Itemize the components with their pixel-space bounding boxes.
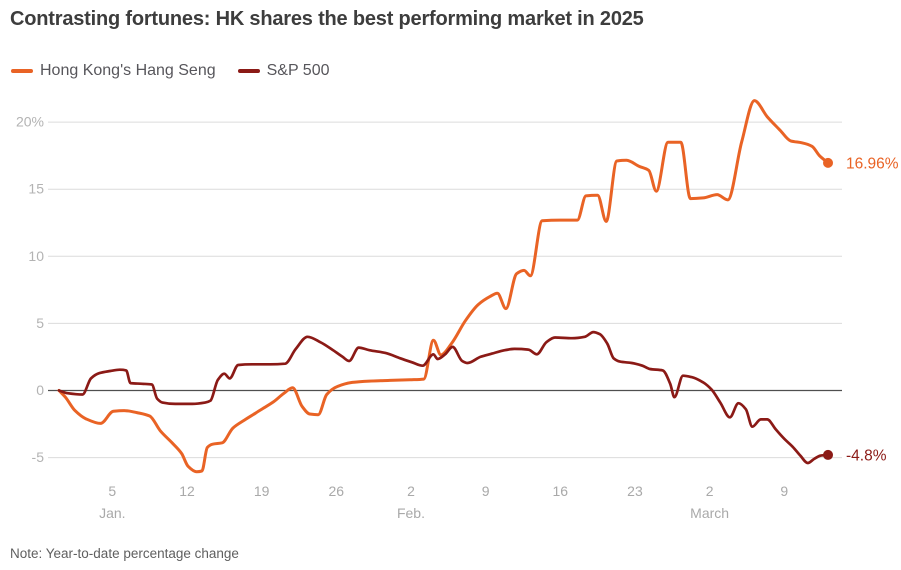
x-tick-label: 5 bbox=[108, 483, 116, 499]
x-tick-label: 16 bbox=[553, 483, 569, 499]
x-tick-label: 23 bbox=[627, 483, 643, 499]
hong-kong-s-hang-seng-line bbox=[57, 99, 830, 474]
y-tick-label: 20% bbox=[16, 114, 44, 130]
y-tick-label: 15 bbox=[28, 181, 44, 197]
x-month-label: Jan. bbox=[99, 505, 125, 521]
x-tick-label: 2 bbox=[706, 483, 714, 499]
s-p-500-end-dot bbox=[823, 449, 834, 460]
s-p-500-end-label: -4.8% bbox=[846, 447, 887, 464]
legend-item-sp500: S&P 500 bbox=[237, 62, 330, 80]
x-tick-label: 12 bbox=[179, 483, 195, 499]
x-month-label: March bbox=[690, 505, 729, 521]
hong-kong-s-hang-seng-end-label: 16.96% bbox=[846, 155, 899, 172]
hong-kong-s-hang-seng-end-dot bbox=[823, 157, 834, 168]
legend-item-hang-seng: Hong Kong's Hang Seng bbox=[11, 62, 216, 80]
y-tick-label: 5 bbox=[36, 315, 44, 331]
x-month-label: Feb. bbox=[397, 505, 425, 521]
sp500-swatch-icon bbox=[237, 69, 260, 73]
chart-title: Contrasting fortunes: HK shares the best… bbox=[10, 8, 644, 30]
x-tick-label: 9 bbox=[482, 483, 490, 499]
y-tick-label: 0 bbox=[36, 382, 44, 398]
chart-legend: Hong Kong's Hang Seng S&P 500 bbox=[11, 62, 330, 80]
legend-label-hang-seng: Hong Kong's Hang Seng bbox=[40, 62, 216, 79]
s-p-500-line bbox=[57, 330, 830, 465]
x-tick-label: 19 bbox=[254, 483, 270, 499]
legend-label-sp500: S&P 500 bbox=[266, 62, 330, 79]
y-tick-label: 10 bbox=[28, 248, 44, 264]
x-tick-label: 9 bbox=[780, 483, 788, 499]
hang-seng-swatch-icon bbox=[11, 69, 33, 73]
chart-footnote: Note: Year-to-date percentage change bbox=[10, 546, 239, 561]
x-tick-label: 26 bbox=[329, 483, 345, 499]
y-tick-label: -5 bbox=[32, 449, 45, 465]
x-tick-label: 2 bbox=[407, 483, 415, 499]
